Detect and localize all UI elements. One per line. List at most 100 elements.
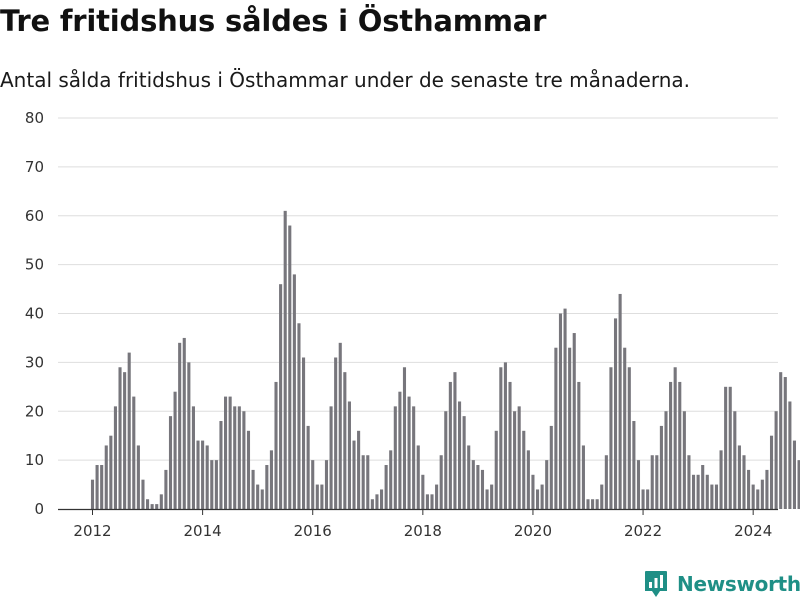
- bar: [457, 401, 462, 509]
- bar: [205, 445, 209, 509]
- bar: [471, 460, 475, 510]
- bar: [246, 430, 251, 509]
- bar: [146, 499, 150, 509]
- chart-subtitle: Antal sålda fritidshus i Östhammar under…: [0, 68, 691, 92]
- bar: [623, 347, 627, 509]
- bar: [95, 465, 99, 509]
- bar: [334, 357, 338, 509]
- bar: [315, 484, 319, 509]
- bar: [343, 372, 347, 509]
- bar: [168, 416, 173, 509]
- bar: [467, 445, 471, 509]
- x-tick-label: 2014: [184, 522, 222, 540]
- bar: [141, 479, 145, 509]
- bar: [604, 455, 608, 509]
- bar: [219, 421, 223, 509]
- bar: [288, 225, 292, 509]
- bar-series: [90, 210, 800, 510]
- bar: [600, 484, 604, 509]
- bar: [421, 474, 425, 509]
- bar: [522, 430, 526, 509]
- y-tick-label: 0: [34, 500, 44, 518]
- bar: [742, 455, 746, 509]
- bar: [361, 455, 365, 509]
- bar: [691, 474, 696, 509]
- bar: [577, 381, 581, 509]
- bar: [792, 440, 797, 509]
- bar: [233, 406, 237, 509]
- x-tick-label: 2018: [404, 522, 442, 540]
- bar: [242, 411, 246, 509]
- bar: [618, 293, 622, 509]
- bar: [320, 484, 324, 509]
- bar: [705, 474, 709, 509]
- bar: [109, 435, 113, 509]
- bar: [370, 499, 374, 509]
- bar: [347, 401, 351, 509]
- bar: [783, 377, 787, 509]
- bar: [701, 465, 705, 509]
- bar: [324, 460, 329, 510]
- bar: [425, 494, 429, 509]
- bar: [311, 460, 315, 510]
- bar: [513, 411, 517, 509]
- bar: [646, 489, 650, 509]
- bar: [260, 489, 264, 509]
- bar: [627, 367, 631, 509]
- bar: [366, 455, 370, 509]
- bar: [572, 333, 576, 509]
- bar: [402, 367, 407, 509]
- bar: [545, 460, 549, 510]
- bar: [201, 440, 205, 509]
- bar: [453, 372, 457, 509]
- bar: [503, 362, 507, 510]
- bar: [136, 445, 140, 509]
- bar: [444, 411, 448, 509]
- bar: [517, 406, 521, 509]
- bar: [650, 455, 654, 509]
- bar: [104, 445, 108, 509]
- bar: [196, 440, 200, 509]
- bar: [737, 445, 741, 509]
- bar-chart: 0 10 20 30 40 50 60 70 80 2012 2014 2016 2018 2020 20…: [25, 109, 800, 540]
- bar: [476, 465, 480, 509]
- y-tick-label: 50: [25, 256, 44, 274]
- bar: [595, 499, 599, 509]
- y-tick-label: 20: [25, 402, 44, 420]
- bar: [228, 396, 232, 509]
- bar: [508, 381, 512, 509]
- x-tick-label: 2024: [734, 522, 772, 540]
- bar: [357, 430, 361, 509]
- bar: [714, 484, 719, 509]
- bar: [118, 367, 122, 509]
- y-tick-label: 10: [25, 451, 44, 469]
- bar: [90, 479, 95, 509]
- bar: [448, 381, 452, 509]
- bar: [756, 489, 760, 509]
- bar: [747, 469, 751, 509]
- bar: [224, 396, 228, 509]
- bar: [669, 381, 673, 509]
- bar: [283, 210, 287, 510]
- bar: [269, 450, 273, 509]
- bar: [100, 465, 104, 509]
- bar: [306, 425, 310, 509]
- bar: [499, 367, 503, 509]
- bar: [641, 489, 645, 509]
- bar: [659, 425, 663, 509]
- bar: [302, 357, 306, 509]
- bar: [535, 489, 540, 509]
- bar: [591, 499, 595, 509]
- bar: [352, 440, 356, 509]
- newsworthy-brand: Newsworthy: [644, 568, 800, 600]
- bar: [613, 318, 618, 509]
- bar: [728, 386, 732, 509]
- bar: [696, 474, 700, 509]
- bar: [494, 430, 498, 509]
- bar: [733, 411, 737, 509]
- bar: [485, 489, 489, 509]
- bar: [751, 484, 755, 509]
- bar: [274, 381, 278, 509]
- bar: [164, 469, 168, 509]
- bar: [123, 372, 127, 509]
